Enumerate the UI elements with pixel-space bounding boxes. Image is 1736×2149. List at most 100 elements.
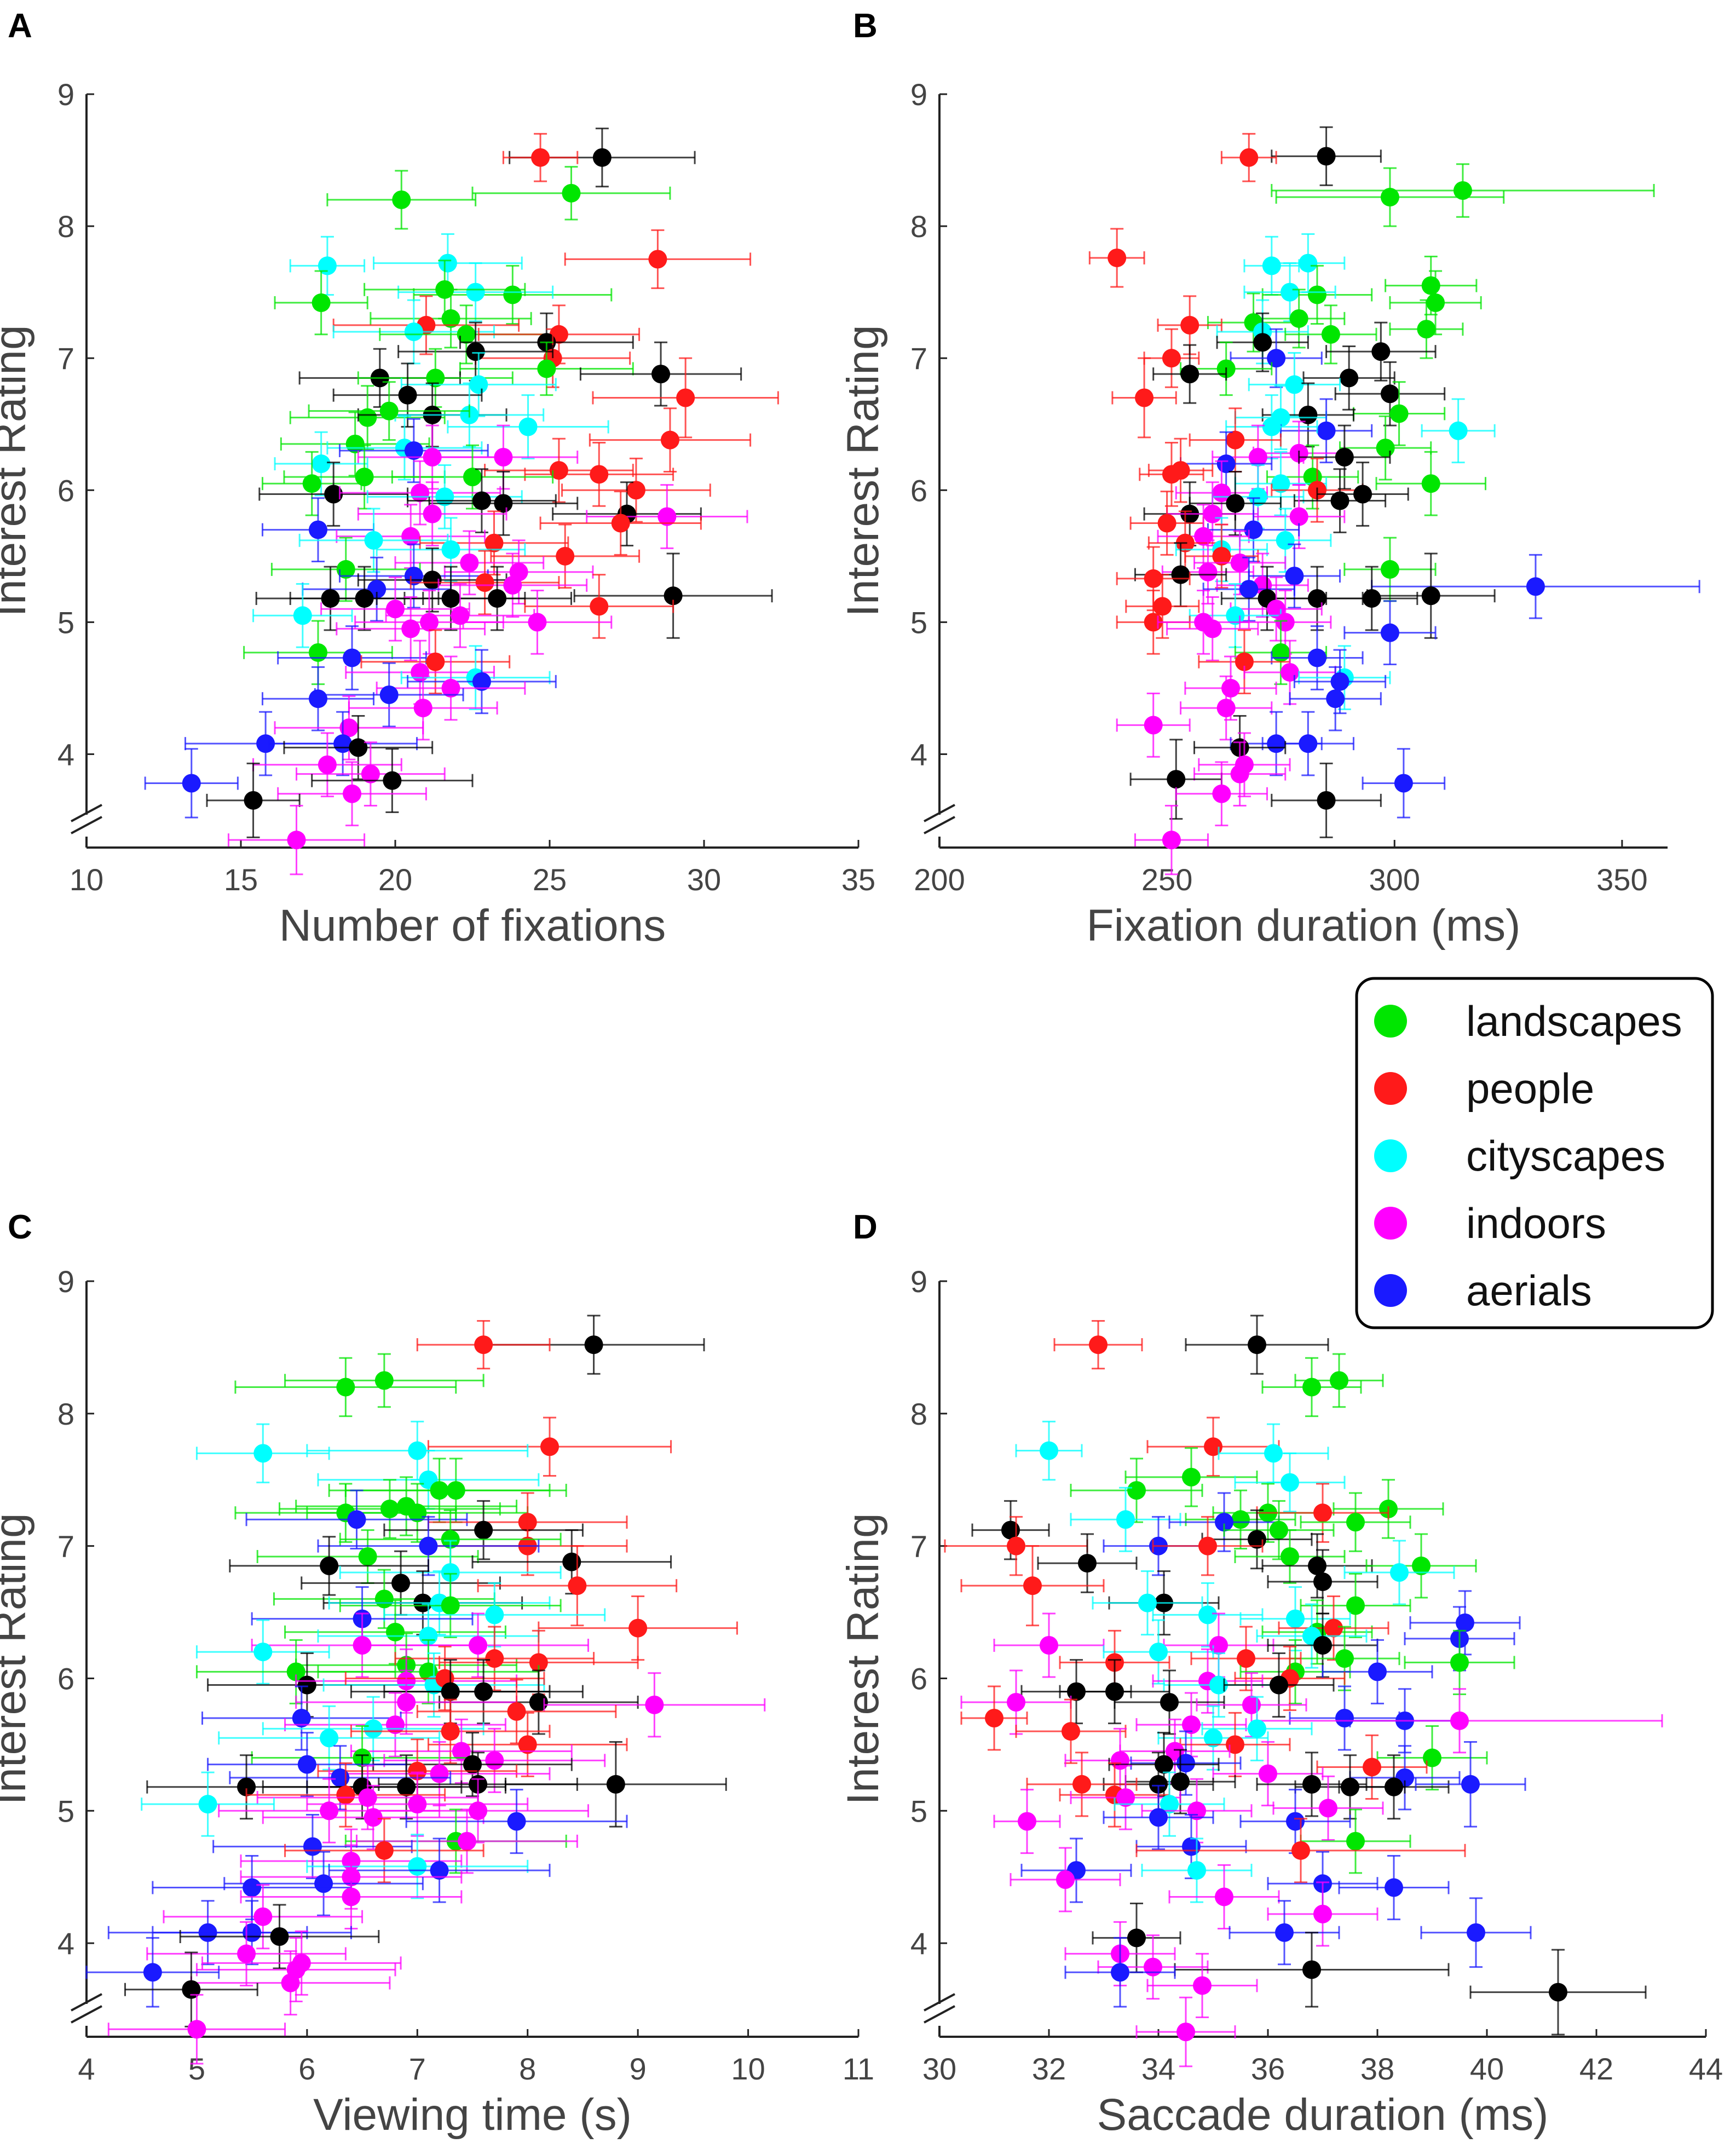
data-point-landscapes [1300, 1572, 1411, 1638]
data-point-highlight [332, 362, 483, 428]
data-point-people [490, 523, 641, 589]
data-point-indoors [274, 695, 424, 760]
data-marker [590, 465, 609, 484]
data-marker [1363, 1758, 1381, 1777]
data-marker [1216, 699, 1236, 718]
data-point-indoors [1134, 804, 1209, 875]
data-point-people [1157, 295, 1222, 355]
x-tick-label: 38 [1360, 2052, 1394, 2086]
data-marker [451, 606, 470, 625]
data-point-landscapes [1271, 163, 1655, 218]
data-marker [182, 774, 201, 793]
y-tick-label: 6 [910, 1661, 927, 1696]
data-marker [1167, 770, 1186, 789]
data-point-people [1053, 1320, 1143, 1370]
data-point-aerials [405, 1789, 628, 1854]
data-marker [1248, 1335, 1266, 1355]
axis-break-mark [71, 2005, 102, 2024]
legend-items: landscapes people cityscapes indoors aer… [1374, 997, 1682, 1315]
data-point-cityscapes [195, 1423, 330, 1484]
data-marker [628, 1618, 648, 1638]
data-marker [336, 1785, 355, 1805]
axis-break-mark [71, 804, 102, 822]
data-marker [1450, 1653, 1469, 1672]
data-point-aerials [1415, 1741, 1526, 1828]
data-marker [397, 1777, 416, 1796]
data-point-aerials [1248, 543, 1341, 609]
data-point-people [1278, 1595, 1389, 1661]
data-marker [1412, 1556, 1431, 1575]
data-point-landscapes [1289, 1626, 1400, 1691]
data-marker [985, 1709, 1003, 1727]
data-marker [312, 293, 331, 312]
data-marker [1275, 1923, 1294, 1942]
legend: landscapes people cityscapes indoors aer… [1355, 977, 1714, 1329]
data-marker [438, 253, 457, 273]
data-point-cityscapes [1114, 1771, 1225, 1837]
data-marker [469, 375, 488, 394]
data-marker [472, 491, 491, 510]
legend-label-aerials: aerials [1466, 1266, 1592, 1315]
data-point-indoors [1010, 1847, 1121, 1912]
data-point-people [592, 357, 779, 439]
data-marker [1144, 569, 1163, 588]
data-point-indoors [295, 1669, 518, 1735]
data-marker [485, 1751, 504, 1770]
data-marker [358, 1547, 377, 1566]
data-point-landscapes [1300, 1492, 1411, 1552]
legend-marker-people [1374, 1072, 1407, 1105]
data-point-people [245, 1762, 446, 1828]
data-point-aerials [144, 748, 239, 819]
data-marker [293, 606, 312, 625]
data-point-indoors [1267, 1881, 1379, 1947]
data-marker [452, 1742, 471, 1761]
data-marker [463, 1755, 482, 1774]
data-marker [1180, 315, 1199, 335]
data-point-indoors [350, 1718, 573, 1784]
data-points [144, 128, 779, 875]
data-marker [426, 652, 445, 671]
data-marker [1307, 648, 1326, 667]
x-tick-label: 44 [1689, 2052, 1723, 2086]
data-point-indoors [367, 1612, 589, 1678]
x-tick-label: 30 [922, 2052, 956, 2086]
data-point-people [502, 132, 579, 182]
data-marker [286, 1662, 305, 1681]
data-marker [1153, 597, 1172, 616]
data-marker [1160, 1795, 1179, 1814]
x-tick-label: 7 [409, 2052, 426, 2086]
data-marker [457, 1831, 476, 1851]
data-marker [408, 1857, 427, 1876]
y-tick-label: 8 [57, 209, 74, 244]
data-marker [626, 481, 645, 500]
data-marker [379, 685, 399, 704]
data-marker [187, 2020, 206, 2039]
data-point-aerials [1261, 711, 1354, 776]
data-marker [1341, 1777, 1359, 1796]
data-marker [676, 388, 695, 407]
data-point-cityscapes [1201, 1696, 1313, 1761]
axis-break-mark [924, 816, 955, 834]
data-marker [413, 699, 432, 718]
data-marker [302, 474, 321, 493]
y-tick-label: 7 [910, 341, 927, 376]
data-marker [1271, 643, 1290, 662]
data-point-highlight [206, 762, 301, 838]
data-point-indoors [1253, 484, 1346, 549]
data-marker [1226, 430, 1245, 450]
data-marker [1127, 1481, 1146, 1500]
data-marker [419, 1536, 438, 1555]
data-marker [441, 678, 460, 698]
data-marker [1067, 1682, 1086, 1701]
data-point-indoors [1166, 596, 1259, 661]
data-marker [1380, 384, 1399, 404]
data-marker [1203, 619, 1222, 638]
data-point-highlight [1037, 1533, 1138, 1593]
data-marker [297, 1675, 316, 1695]
data-marker [503, 285, 522, 304]
data-marker [1281, 1473, 1299, 1492]
data-point-landscapes [1261, 1357, 1362, 1418]
data-marker [320, 1556, 339, 1575]
y-tick-label: 6 [910, 473, 927, 508]
data-marker [237, 1944, 256, 1963]
